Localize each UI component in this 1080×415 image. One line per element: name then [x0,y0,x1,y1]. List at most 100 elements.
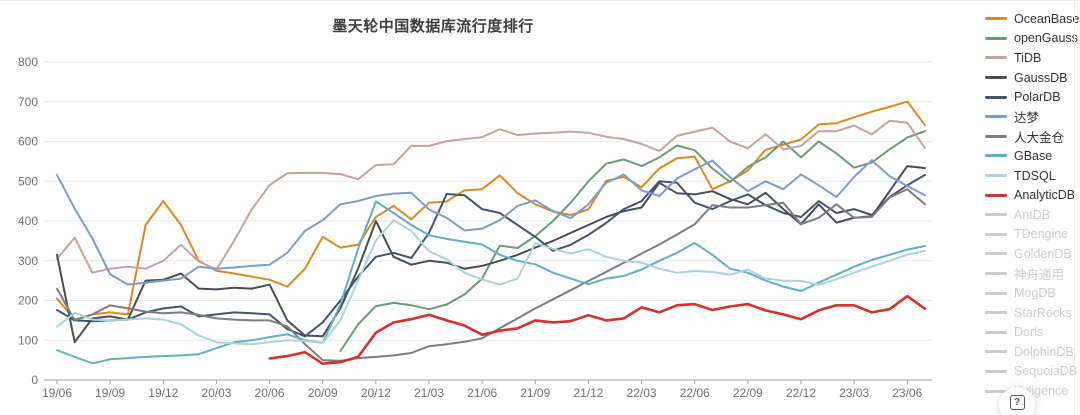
legend-swatch-icon [985,17,1007,21]
legend-label: GoldenDB [1014,246,1072,261]
legend-label: OceanBase [1014,11,1080,26]
legend-item-GaussDB[interactable]: GaussDB [985,68,1077,88]
legend-swatch-icon [985,36,1007,40]
x-axis-label: 21/06 [467,386,497,400]
page-edge-divider [1074,1,1075,415]
legend-label: GaussDB [1014,70,1068,85]
legend-label: TiDB [1014,50,1042,65]
legend-swatch-icon [985,291,1007,295]
y-axis-label: 200 [18,294,38,308]
legend-swatch-icon [985,311,1007,315]
x-axis-label: 20/09 [308,386,338,400]
x-axis-label: 22/06 [680,386,710,400]
legend-item-AntDB[interactable]: AntDB [985,205,1077,225]
y-axis-label: 100 [18,333,38,347]
legend-item-TiDB[interactable]: TiDB [985,48,1077,68]
legend-label: AntDB [1014,207,1051,222]
legend-item-GBase[interactable]: GBase [985,146,1077,166]
series-line-GaussDB [56,165,926,344]
legend-item-Doris[interactable]: Doris [985,323,1077,343]
series-line-达梦 [56,159,926,286]
x-axis-label: 22/09 [733,386,763,400]
chart-legend: OceanBase openGauss TiDB GaussDB PolarDB 达梦人大… [985,9,1080,401]
legend-item-DolphinDB[interactable]: DolphinDB [985,342,1077,362]
legend-label: PolarDB [1014,90,1061,105]
x-axis-label: 22/12 [786,386,816,400]
legend-swatch-icon [985,330,1007,334]
legend-swatch-icon [985,272,1007,276]
y-axis-label: 400 [18,214,38,228]
legend-swatch-icon [985,193,1007,197]
legend-item-openGauss[interactable]: openGauss [985,29,1078,49]
legend-swatch-icon [985,154,1007,158]
chart-title: 墨天轮中国数据库流行度排行 [332,18,534,35]
legend-item-达梦[interactable]: 达梦 [985,107,1077,127]
y-axis-label: 800 [18,55,38,69]
y-axis-label: 700 [18,95,38,109]
x-axis-label: 21/12 [573,386,603,400]
legend-item-TDSQL[interactable]: TDSQL [985,166,1077,186]
legend-label: openGauss [1014,31,1078,46]
y-axis-label: 500 [18,174,38,188]
legend-label: GBase [1014,148,1053,163]
series-line-AnalyticDB [268,294,927,365]
legend-label: Doris [1014,325,1044,340]
chart-canvas: 19/06 19/09 19/12 20/03 20/06 20/09 20/12 21/03… [18,55,932,400]
legend-label: TDSQL [1014,168,1056,183]
x-axis-label: 23/06 [892,386,922,400]
y-axis-label: 0 [31,373,38,387]
legend-swatch-icon [985,174,1007,178]
legend-swatch-icon [985,213,1007,217]
series-line-TiDB [56,119,926,274]
x-axis-label: 20/03 [201,386,231,400]
legend-label: MogDB [1014,286,1056,301]
legend-label: SequoiaDB [1014,364,1078,379]
grid-lines [44,61,932,341]
x-axis-label: 19/09 [95,386,125,400]
legend-item-StarRocks[interactable]: StarRocks [985,303,1077,323]
legend-swatch-icon [985,350,1007,354]
legend-swatch-icon [985,252,1007,256]
x-axis-label: 20/12 [361,386,391,400]
x-axis-label: 23/03 [839,386,869,400]
y-axis-label: 600 [18,135,38,149]
legend-swatch-icon [985,115,1007,119]
legend-swatch-icon [985,56,1007,60]
y-axis-label: 300 [18,254,38,268]
x-axis-label: 19/06 [42,386,72,400]
legend-label: 神舟通用 [1014,268,1065,283]
legend-item-人大金仓[interactable]: 人大金仓 [985,127,1077,147]
legend-item-MogDB[interactable]: MogDB [985,283,1077,303]
legend-label: DolphinDB [1014,344,1074,359]
legend-item-PolarDB[interactable]: PolarDB [985,87,1077,107]
series-line-GBase [56,200,926,365]
legend-item-OceanBase[interactable]: OceanBase [985,9,1080,29]
legend-swatch-icon [985,232,1007,236]
x-axis-label: 19/12 [148,386,178,400]
legend-swatch-icon [985,76,1007,80]
legend-item-GoldenDB[interactable]: GoldenDB [985,244,1077,264]
series-line-PolarDB [56,173,926,338]
legend-label: StarRocks [1014,305,1072,320]
legend-label: 达梦 [1014,111,1040,126]
legend-swatch-icon [985,134,1007,138]
legend-item-SequoiaDB[interactable]: SequoiaDB [985,362,1077,382]
legend-swatch-icon [985,389,1007,393]
legend-item-AnalyticDB[interactable]: AnalyticDB [985,185,1077,205]
help-button[interactable]: ? [999,387,1035,415]
x-axis-label: 20/06 [255,386,285,400]
y-axis: 0 100 200 300 400 500 600 700 800 [18,55,38,387]
legend-item-TDengine[interactable]: TDengine [985,225,1077,245]
series-line-openGauss [339,130,926,352]
x-axis-label: 22/03 [627,386,657,400]
x-axis-label: 21/09 [520,386,550,400]
legend-label: AnalyticDB [1014,188,1076,203]
legend-label: TDengine [1014,227,1069,242]
legend-swatch-icon [985,95,1007,99]
legend-item-神舟通用[interactable]: 神舟通用 [985,264,1077,284]
legend-label: 人大金仓 [1014,130,1065,145]
x-axis: 19/06 19/09 19/12 20/03 20/06 20/09 20/12 21/03… [42,379,932,400]
x-axis-label: 21/03 [414,386,444,400]
series-line-TDSQL [56,219,926,346]
